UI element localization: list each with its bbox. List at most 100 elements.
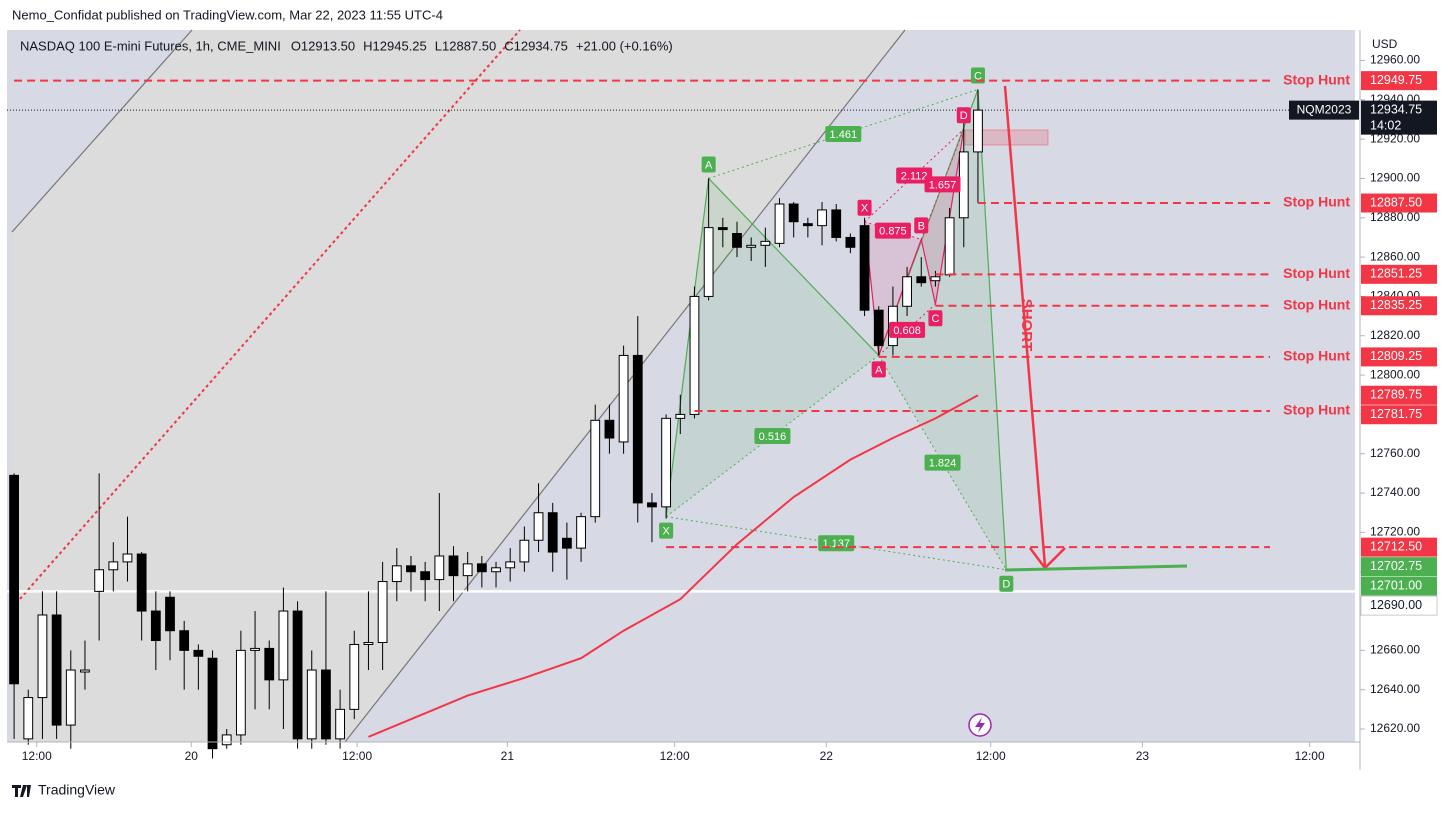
- stop-hunt-label: Stop Hunt: [1283, 265, 1350, 281]
- candle-body: [632, 354, 643, 504]
- pattern-point-label: C: [931, 313, 939, 325]
- candle-body: [533, 512, 544, 541]
- pattern-point-label: D: [960, 110, 968, 122]
- candle-body: [576, 516, 586, 549]
- candle-body: [845, 236, 856, 248]
- candle-body: [675, 413, 686, 419]
- x-tick-label: 22: [820, 749, 834, 763]
- price-tag-label: 12702.75: [1370, 559, 1422, 573]
- candle-body: [916, 276, 927, 284]
- price-tag-label: 12712.50: [1370, 539, 1422, 553]
- footer-bg: [0, 770, 1449, 810]
- price-tag-label: 12887.50: [1370, 195, 1422, 209]
- price-tag: [1361, 296, 1437, 316]
- candle-body: [179, 630, 190, 651]
- pattern-point-label: C: [974, 70, 982, 82]
- pattern-point-box: [999, 575, 1014, 592]
- pattern-point-label: A: [705, 159, 713, 171]
- candle-body: [732, 233, 742, 248]
- price-tag: [1361, 71, 1437, 91]
- candle-body: [802, 223, 813, 227]
- candle-body: [604, 419, 615, 439]
- price-tag: [1361, 557, 1437, 577]
- ohlc-label: C12934.75: [504, 38, 568, 53]
- x-tick-label: 12:00: [22, 749, 52, 763]
- price-tag: [1360, 595, 1438, 616]
- candles: [9, 89, 983, 759]
- pattern-point-label: B: [918, 220, 925, 232]
- event-bolt: [975, 717, 985, 733]
- logo: [12, 785, 31, 797]
- y-tick-label: 12620.00: [1370, 721, 1420, 735]
- short-label: SHORT: [1018, 299, 1035, 352]
- candle-body: [788, 203, 799, 223]
- y-tick-label: 12740.00: [1370, 485, 1420, 499]
- pattern-point-box: [928, 310, 943, 327]
- price-tag-label: 12835.25: [1370, 298, 1422, 312]
- candle-body: [973, 109, 983, 153]
- ratio-label: 0.875: [879, 225, 907, 237]
- stop-hunt-label: Stop Hunt: [1283, 71, 1350, 87]
- x-tick-label: 21: [501, 749, 515, 763]
- pattern-point-box: [956, 107, 971, 124]
- candle-body: [859, 225, 870, 311]
- price-tag: [1361, 537, 1437, 557]
- channel-line: [11, 29, 193, 233]
- candle-body: [434, 555, 445, 581]
- ratio-label: 2.112: [901, 170, 928, 182]
- price-tag: [1361, 193, 1437, 213]
- candle-body: [80, 669, 90, 673]
- pattern-point-label: X: [662, 526, 670, 538]
- pattern-point-label: A: [875, 364, 883, 376]
- ratio-line: [666, 516, 1007, 571]
- x-tick-label: 12:00: [342, 749, 372, 763]
- candle-body: [207, 657, 218, 750]
- price-tag-label: 12690.00: [1370, 598, 1422, 612]
- published-line: Nemo_Confidat published on TradingView.c…: [12, 7, 443, 22]
- pattern-point-box: [659, 522, 674, 539]
- pattern-point-box: [871, 361, 886, 378]
- candle-body: [902, 276, 912, 307]
- y-tick-label: 12640.00: [1370, 682, 1420, 696]
- pattern-point-box: [857, 199, 872, 216]
- stop-hunt-label: Stop Hunt: [1283, 348, 1350, 364]
- trend-line: [11, 29, 521, 609]
- candle-body: [647, 502, 657, 508]
- ratio-box: [924, 176, 961, 193]
- price-tag: [1361, 385, 1437, 405]
- ratio-label: 0.608: [893, 325, 921, 337]
- candle-body: [321, 669, 331, 740]
- candle-body: [406, 565, 416, 573]
- candle-body: [51, 614, 62, 726]
- candle-body: [363, 642, 374, 645]
- pattern-fill: [878, 89, 1007, 570]
- candle-body: [774, 203, 785, 244]
- ratio-box: [924, 454, 961, 471]
- candle-body: [448, 555, 459, 577]
- candle-body: [37, 614, 48, 699]
- candle-body: [264, 647, 275, 681]
- candle-body: [661, 417, 672, 508]
- price-tag-label: 12701.00: [1370, 578, 1422, 592]
- price-tag: [1361, 576, 1437, 596]
- y-tick-label: 12660.00: [1370, 643, 1420, 657]
- ratio-box: [874, 222, 911, 239]
- ohlc-label: H12945.25: [363, 38, 427, 53]
- candle-body: [122, 553, 133, 563]
- price-tag-label: 12934.75: [1370, 102, 1422, 116]
- candle-body: [193, 649, 204, 657]
- pattern-point-box: [970, 67, 985, 84]
- candle-body: [519, 539, 530, 563]
- candle-body: [420, 571, 431, 581]
- ratio-label: 1.137: [822, 538, 850, 550]
- ratio-line: [878, 355, 1007, 571]
- pattern-point-label: D: [1002, 579, 1010, 591]
- candle-body: [165, 596, 175, 632]
- candle-body: [562, 537, 572, 549]
- ohlc-label: +21.00 (+0.16%): [576, 38, 673, 53]
- currency-label: USD: [1372, 37, 1398, 51]
- symbol-tag: [1289, 100, 1359, 120]
- candle-body: [958, 151, 969, 219]
- x-tick-label: 23: [1136, 749, 1150, 763]
